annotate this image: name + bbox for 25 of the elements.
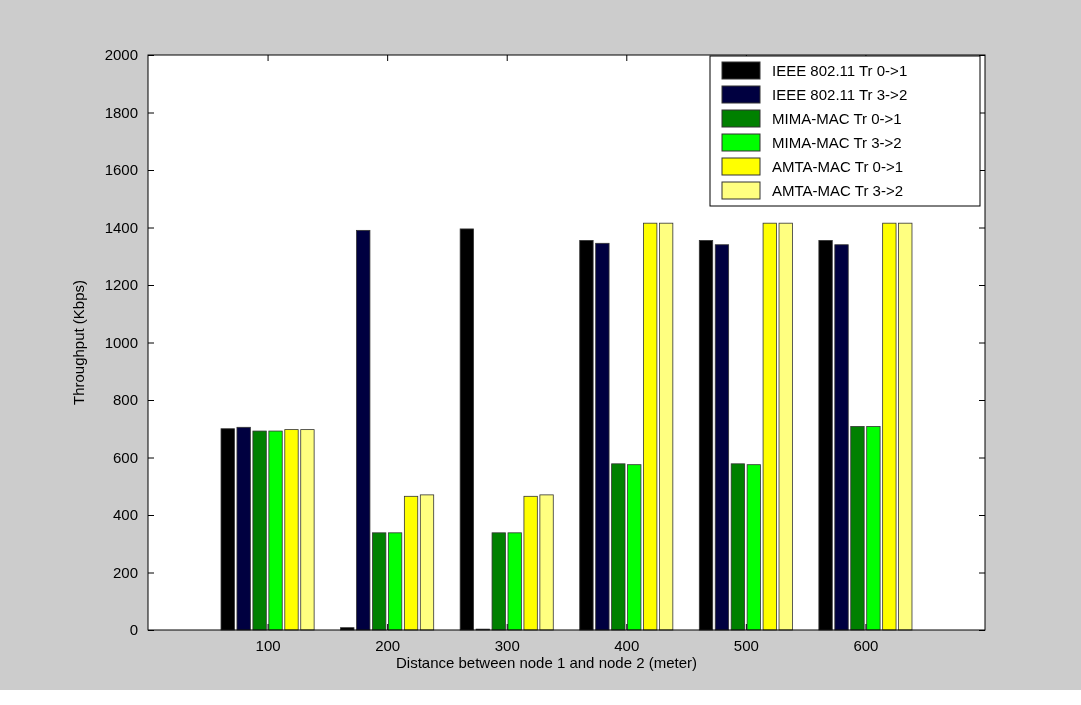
x-tick-label: 500 (733, 636, 759, 654)
x-tick-label: 200 (375, 636, 401, 654)
y-tick-label: 1800 (104, 103, 138, 121)
y-tick-label: 400 (112, 506, 138, 524)
y-tick-label: 2000 (104, 46, 138, 64)
y-tick-label: 800 (112, 391, 138, 409)
legend-label: MIMA-MAC Tr 0->1 (772, 110, 902, 127)
y-tick-label: 1000 (104, 333, 138, 351)
x-axis-title: Distance between node 1 and node 2 (meter) (395, 654, 698, 671)
y-tick-label: 600 (112, 448, 138, 466)
legend-label: AMTA-MAC Tr 0->1 (772, 158, 903, 175)
y-axis-title: Throughput (Kbps) (70, 279, 87, 406)
legend-label: MIMA-MAC Tr 3->2 (772, 134, 902, 151)
legend-label: IEEE 802.11 Tr 0->1 (772, 62, 908, 79)
y-tick-label: 1600 (104, 161, 138, 179)
legend-label: IEEE 802.11 Tr 3->2 (772, 86, 908, 103)
y-tick-label: 0 (129, 621, 138, 639)
y-tick-label: 200 (112, 563, 138, 581)
x-tick-label: 600 (853, 636, 879, 654)
y-tick-label: 1400 (104, 218, 138, 236)
y-tick-label: 1200 (104, 276, 138, 294)
x-tick-label: 100 (255, 636, 281, 654)
x-tick-label: 400 (614, 636, 640, 654)
x-tick-label: 300 (494, 636, 520, 654)
legend-label: AMTA-MAC Tr 3->2 (772, 182, 903, 199)
